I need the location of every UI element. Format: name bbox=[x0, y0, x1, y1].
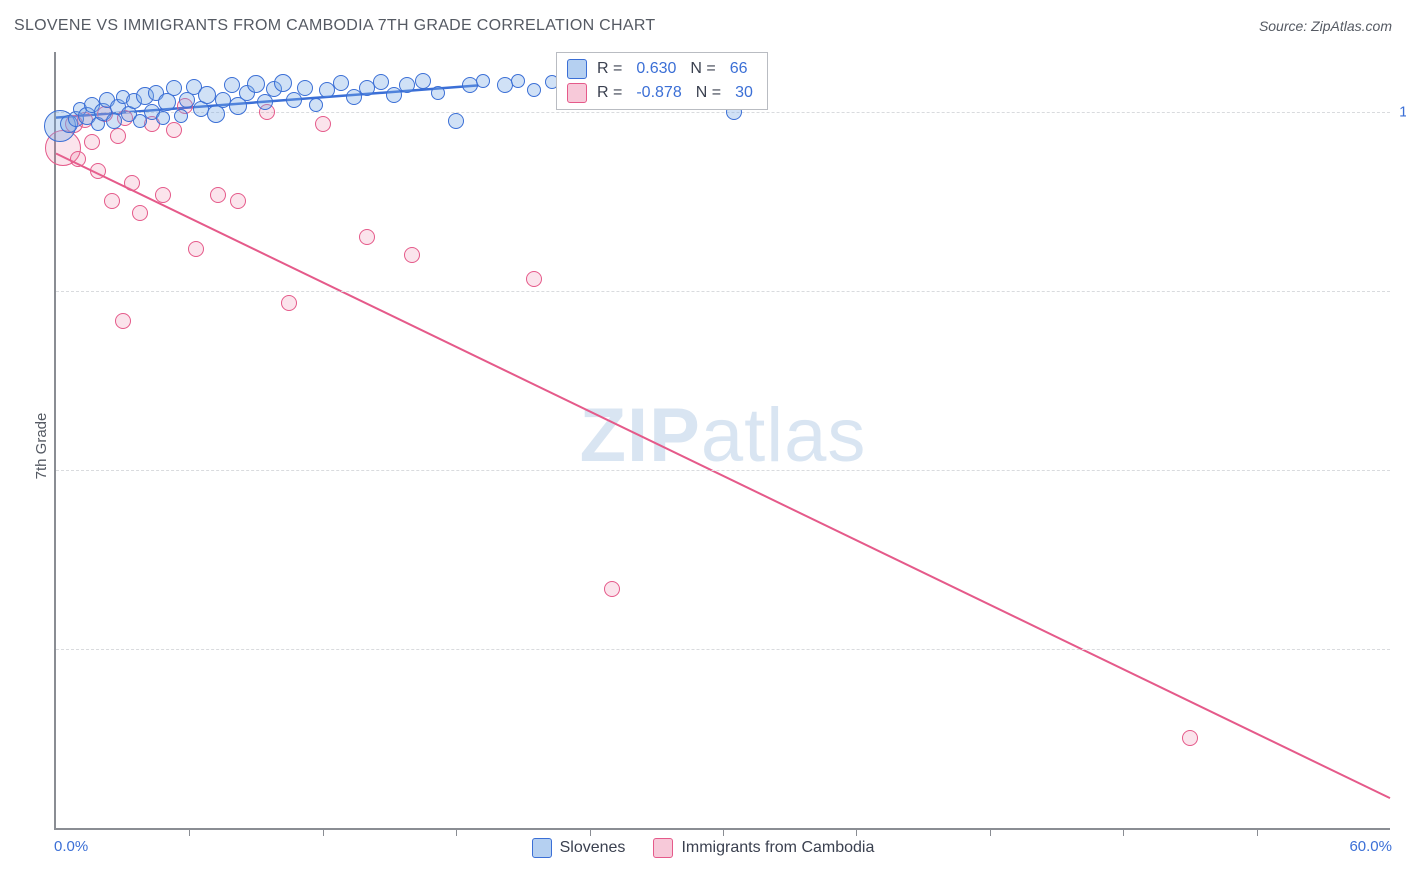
n-label: N = bbox=[690, 60, 715, 78]
correlation-legend: R = 0.630 N = 66 R = -0.878 N = 30 bbox=[556, 52, 768, 110]
pink-point bbox=[155, 187, 171, 203]
blue-point bbox=[448, 113, 464, 129]
n-label: N = bbox=[696, 84, 721, 102]
blue-point bbox=[274, 74, 292, 92]
source-prefix: Source: bbox=[1259, 18, 1311, 34]
blue-point bbox=[431, 86, 445, 100]
pink-point bbox=[404, 247, 420, 263]
blue-point bbox=[207, 105, 225, 123]
series-legend: Slovenes Immigrants from Cambodia bbox=[0, 838, 1406, 858]
gridline-h bbox=[56, 470, 1390, 471]
y-tick-label: 70.0% bbox=[1396, 461, 1406, 478]
blue-point bbox=[309, 98, 323, 112]
legend-item-pink: Immigrants from Cambodia bbox=[653, 838, 874, 858]
pink-point bbox=[359, 229, 375, 245]
blue-n-value: 66 bbox=[726, 60, 752, 78]
x-tick bbox=[590, 828, 591, 836]
r-label: R = bbox=[597, 60, 622, 78]
pink-point bbox=[604, 581, 620, 597]
blue-point bbox=[511, 74, 525, 88]
pink-trendline bbox=[56, 153, 1390, 798]
pink-point bbox=[1182, 730, 1198, 746]
y-tick-label: 55.0% bbox=[1396, 640, 1406, 657]
trend-lines-layer bbox=[56, 52, 1390, 828]
legend-blue-label: Slovenes bbox=[560, 839, 626, 857]
pink-point bbox=[124, 175, 140, 191]
y-tick-label: 100.0% bbox=[1396, 103, 1406, 120]
y-tick-label: 85.0% bbox=[1396, 282, 1406, 299]
pink-point bbox=[230, 193, 246, 209]
blue-point bbox=[415, 73, 431, 89]
pink-point bbox=[166, 122, 182, 138]
swatch-blue bbox=[567, 59, 587, 79]
blue-point bbox=[166, 80, 182, 96]
blue-point bbox=[527, 83, 541, 97]
scatter-plot: ZIPatlas 100.0%85.0%70.0%55.0% bbox=[54, 52, 1390, 830]
r-label: R = bbox=[597, 84, 622, 102]
chart-source: Source: ZipAtlas.com bbox=[1259, 18, 1392, 34]
blue-point bbox=[373, 74, 389, 90]
swatch-pink bbox=[653, 838, 673, 858]
x-tick bbox=[990, 828, 991, 836]
gridline-h bbox=[56, 291, 1390, 292]
x-tick bbox=[723, 828, 724, 836]
pink-point bbox=[84, 134, 100, 150]
legend-row-pink: R = -0.878 N = 30 bbox=[567, 81, 757, 105]
pink-point bbox=[90, 163, 106, 179]
blue-r-value: 0.630 bbox=[632, 60, 680, 78]
swatch-pink bbox=[567, 83, 587, 103]
blue-point bbox=[247, 75, 265, 93]
blue-point bbox=[399, 77, 415, 93]
pink-n-value: 30 bbox=[731, 84, 757, 102]
blue-point bbox=[224, 77, 240, 93]
blue-point bbox=[156, 111, 170, 125]
blue-point bbox=[198, 86, 216, 104]
x-tick bbox=[323, 828, 324, 836]
gridline-h bbox=[56, 649, 1390, 650]
blue-point bbox=[476, 74, 490, 88]
pink-point bbox=[104, 193, 120, 209]
blue-point bbox=[106, 113, 122, 129]
gridline-h bbox=[56, 112, 1390, 113]
legend-pink-label: Immigrants from Cambodia bbox=[681, 839, 874, 857]
x-tick bbox=[856, 828, 857, 836]
source-name: ZipAtlas.com bbox=[1311, 18, 1392, 34]
pink-point bbox=[70, 151, 86, 167]
blue-point bbox=[174, 109, 188, 123]
pink-r-value: -0.878 bbox=[632, 84, 685, 102]
legend-row-blue: R = 0.630 N = 66 bbox=[567, 57, 757, 81]
chart-header: SLOVENE VS IMMIGRANTS FROM CAMBODIA 7TH … bbox=[0, 0, 1406, 44]
pink-point bbox=[315, 116, 331, 132]
x-tick bbox=[1257, 828, 1258, 836]
x-tick bbox=[1123, 828, 1124, 836]
blue-point bbox=[158, 93, 176, 111]
pink-point bbox=[526, 271, 542, 287]
swatch-blue bbox=[532, 838, 552, 858]
chart-title: SLOVENE VS IMMIGRANTS FROM CAMBODIA 7TH … bbox=[14, 17, 656, 35]
pink-point bbox=[110, 128, 126, 144]
legend-item-blue: Slovenes bbox=[532, 838, 626, 858]
y-axis-label: 7th Grade bbox=[33, 413, 50, 480]
pink-point bbox=[210, 187, 226, 203]
blue-point bbox=[333, 75, 349, 91]
x-tick bbox=[456, 828, 457, 836]
pink-point bbox=[188, 241, 204, 257]
pink-point bbox=[281, 295, 297, 311]
pink-point bbox=[132, 205, 148, 221]
x-tick bbox=[189, 828, 190, 836]
blue-point bbox=[297, 80, 313, 96]
pink-point bbox=[115, 313, 131, 329]
